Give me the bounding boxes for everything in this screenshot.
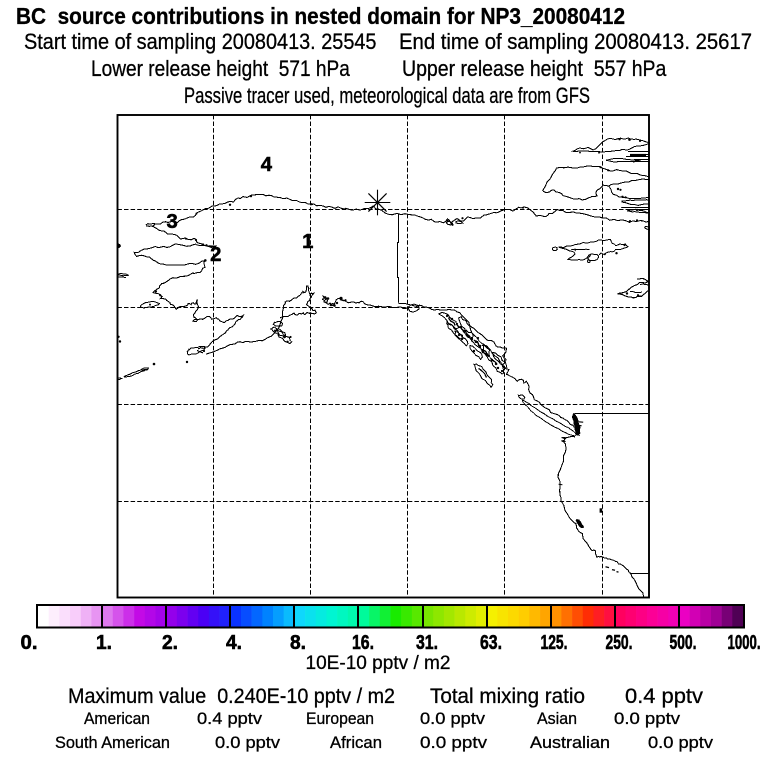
svg-text:1: 1 <box>302 231 313 253</box>
svg-text:3: 3 <box>167 211 178 233</box>
svg-text:4: 4 <box>261 154 273 176</box>
svg-text:2: 2 <box>210 244 221 266</box>
